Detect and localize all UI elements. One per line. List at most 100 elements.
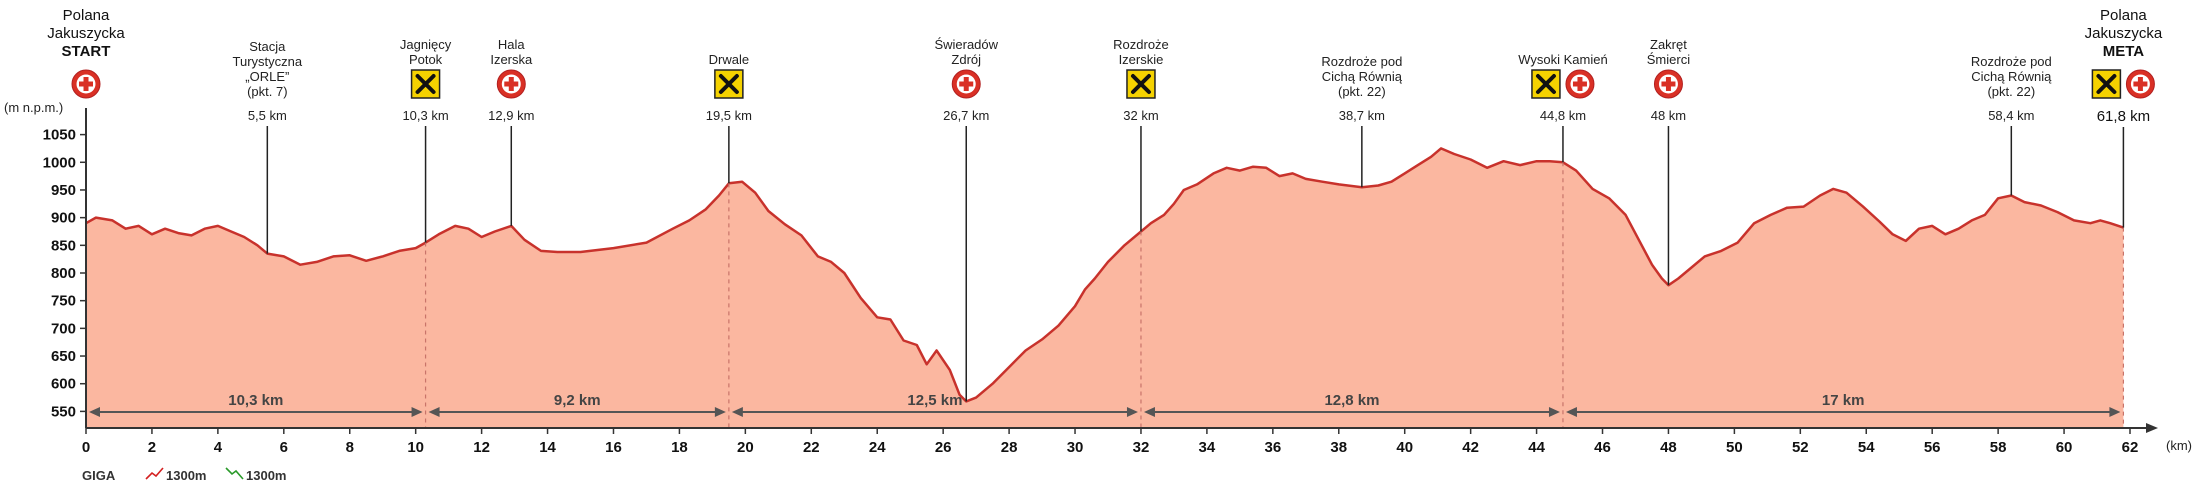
- elevation-line: [85, 147, 2124, 403]
- waypoint-4: Drwale 19,5 km: [706, 52, 752, 184]
- y-tick-label: 750: [51, 293, 76, 310]
- waypoint-markers: [424, 162, 2125, 428]
- segment-distances: 10,3 km 9,2 km 12,5 km 12,8 km 17 km: [89, 392, 2121, 417]
- waypoint-8: Wysoki Kamień 44,8 km: [1518, 52, 1608, 163]
- waypoint-name-line: Rozdroże: [1113, 37, 1169, 52]
- medical-cross-icon: [2125, 69, 2155, 99]
- x-tick-label: 10: [407, 439, 424, 456]
- medical-cross-icon: [1653, 69, 1683, 99]
- tools-icon: [714, 69, 744, 99]
- x-tick-label: 28: [1001, 439, 1018, 456]
- segment-arrow-left: [1143, 407, 1155, 417]
- segment-label: 9,2 km: [554, 392, 601, 409]
- y-tick-label: 550: [51, 403, 76, 420]
- x-tick-label: 26: [935, 439, 952, 456]
- waypoint-name-line: Izerskie: [1119, 52, 1164, 67]
- waypoint-name-line: „ORLE”: [245, 69, 289, 84]
- x-tick-label: 4: [214, 439, 223, 456]
- legend-name: GIGA: [82, 468, 116, 483]
- x-tick-label: 2: [148, 439, 156, 456]
- waypoint-name-line: Polana: [63, 7, 110, 24]
- waypoint-name-line: Drwale: [709, 52, 749, 67]
- y-tick-label: 900: [51, 210, 76, 227]
- y-tick-label: 600: [51, 376, 76, 393]
- x-tick-label: 8: [346, 439, 354, 456]
- waypoint-name-line: Rozdroże pod: [1971, 54, 2052, 69]
- x-tick-label: 18: [671, 439, 688, 456]
- segment-arrow-right: [1126, 407, 1138, 417]
- waypoint-distance: 5,5 km: [248, 108, 287, 123]
- waypoint-name-line: Świeradów: [934, 37, 998, 52]
- x-tick-label: 62: [2122, 439, 2139, 456]
- legend-ascent: 1300m: [166, 468, 206, 483]
- x-tick-label: 46: [1594, 439, 1611, 456]
- x-tick-label: 32: [1133, 439, 1150, 456]
- segment-1: 9,2 km: [428, 392, 726, 417]
- segment-label: 17 km: [1822, 392, 1865, 409]
- x-tick-label: 12: [473, 439, 490, 456]
- x-tick-label: 56: [1924, 439, 1941, 456]
- y-tick-label: 700: [51, 320, 76, 337]
- x-tick-label: 24: [869, 439, 886, 456]
- x-tick-label: 34: [1199, 439, 1216, 456]
- x-tick-label: 58: [1990, 439, 2007, 456]
- y-tick-label: 1050: [43, 127, 76, 144]
- medical-cross-icon: [71, 69, 101, 99]
- segment-4: 17 km: [1565, 392, 2121, 417]
- waypoint-name-line: Turystyczna: [233, 54, 303, 69]
- waypoint-name-line: START: [62, 43, 111, 60]
- x-tick-label: 42: [1462, 439, 1479, 456]
- waypoint-distance: 58,4 km: [1988, 108, 2034, 123]
- legend: GIGA 1300m 1300m: [82, 467, 286, 483]
- y-tick-label: 800: [51, 265, 76, 282]
- waypoint-distance: 48 km: [1651, 108, 1686, 123]
- x-tick-label: 54: [1858, 439, 1875, 456]
- waypoint-name-line: (pkt. 22): [1338, 84, 1386, 99]
- tools-icon: [410, 69, 441, 99]
- y-tick-label: 650: [51, 348, 76, 365]
- y-tick-label: 1000: [43, 154, 76, 171]
- waypoint-name-line: Cichą Równią: [1971, 69, 2052, 84]
- waypoint-name-line: Cichą Równią: [1322, 69, 1403, 84]
- waypoint-name-line: Izerska: [490, 52, 533, 67]
- waypoint-distance: 61,8 km: [2097, 108, 2150, 125]
- segment-label: 12,8 km: [1324, 392, 1379, 409]
- medical-cross-icon: [951, 69, 981, 99]
- axes: 0 2 4 6 8 10 12 14 16 18 20 22 24 26 28 30 32 34 36 38 40 42 4…: [4, 100, 2192, 456]
- segment-arrow-right: [411, 407, 423, 417]
- waypoint-name-line: Śmierci: [1647, 52, 1690, 67]
- x-tick-label: 52: [1792, 439, 1809, 456]
- x-tick-label: 16: [605, 439, 622, 456]
- x-tick-label: 36: [1264, 439, 1281, 456]
- elevation-area: [85, 147, 2124, 428]
- x-tick-label: 50: [1726, 439, 1743, 456]
- x-tick-label: 30: [1067, 439, 1084, 456]
- waypoint-distance: 12,9 km: [488, 108, 534, 123]
- waypoint-name-line: Polana: [2100, 7, 2147, 24]
- segment-arrow-left: [1565, 407, 1577, 417]
- waypoint-distance: 10,3 km: [402, 108, 448, 123]
- segment-arrow-left: [428, 407, 440, 417]
- elevation-fill: [86, 148, 2124, 428]
- segment-0: 10,3 km: [89, 392, 423, 417]
- medical-cross-icon: [1565, 69, 1595, 99]
- waypoint-name-line: Hala: [498, 37, 526, 52]
- ascent-icon: [145, 467, 164, 480]
- waypoint-name-line: META: [2103, 43, 2145, 60]
- tools-icon: [1531, 69, 1561, 99]
- x-axis-arrow: [2146, 423, 2158, 433]
- x-tick-label: 60: [2056, 439, 2073, 456]
- segment-label: 10,3 km: [228, 392, 283, 409]
- x-tick-label: 38: [1330, 439, 1347, 456]
- x-tick-label: 0: [82, 439, 90, 456]
- tools-icon: [2091, 69, 2122, 99]
